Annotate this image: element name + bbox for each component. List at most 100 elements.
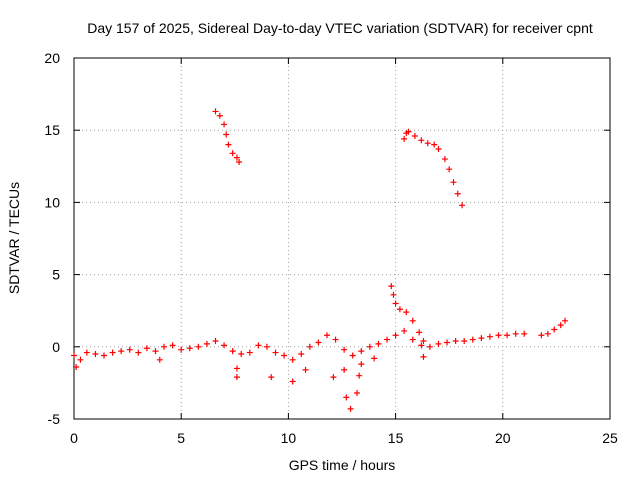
series-late-segment (538, 317, 568, 339)
chart-title: Day 157 of 2025, Sidereal Day-to-day VTE… (87, 20, 593, 36)
series-spike (388, 283, 427, 345)
data-point (178, 346, 185, 353)
data-point (401, 327, 408, 334)
data-point (229, 150, 236, 157)
data-point (561, 317, 568, 324)
data-point (212, 338, 219, 345)
data-point (435, 145, 442, 152)
data-point (486, 333, 493, 340)
data-point (454, 190, 461, 197)
data-point (255, 342, 262, 349)
data-point (83, 349, 90, 356)
data-point (504, 332, 511, 339)
data-point (152, 348, 159, 355)
data-point (233, 154, 240, 161)
data-point (73, 364, 80, 371)
data-point (426, 343, 433, 350)
data-point (281, 352, 288, 359)
data-point (409, 317, 416, 324)
data-point (459, 202, 466, 209)
data-point (156, 356, 163, 363)
data-point (512, 330, 519, 337)
data-marks (71, 108, 568, 412)
data-point (375, 340, 382, 347)
x-axis-label: GPS time / hours (289, 457, 396, 473)
data-point (77, 356, 84, 363)
data-point (216, 112, 223, 119)
data-point (469, 336, 476, 343)
data-point (302, 366, 309, 373)
data-point (229, 348, 236, 355)
data-point (409, 336, 416, 343)
data-point (390, 291, 397, 298)
data-point (289, 356, 296, 363)
data-point (118, 348, 125, 355)
data-point (135, 349, 142, 356)
data-point (225, 141, 232, 148)
data-point (126, 346, 133, 353)
data-point (161, 343, 168, 350)
data-point (268, 374, 275, 381)
data-point (236, 158, 243, 165)
data-point (446, 166, 453, 173)
data-point (392, 300, 399, 307)
data-point (358, 361, 365, 368)
data-point (101, 352, 108, 359)
data-point (233, 374, 240, 381)
data-point (323, 332, 330, 339)
data-point (71, 352, 77, 359)
data-point (431, 141, 438, 148)
data-point (349, 352, 356, 359)
data-point (203, 340, 210, 347)
y-tick-label: 5 (52, 267, 60, 283)
data-point (461, 338, 468, 345)
data-point (371, 355, 378, 362)
data-point (557, 322, 564, 329)
x-tick-label: 5 (177, 430, 185, 446)
data-point (143, 345, 150, 352)
data-point (366, 343, 373, 350)
data-point (384, 336, 391, 343)
data-point (109, 349, 116, 356)
data-point (341, 366, 348, 373)
y-tick-labels: -5 0 5 10 15 20 (44, 50, 60, 427)
data-point (330, 374, 337, 381)
data-point (263, 343, 270, 350)
data-point (358, 348, 365, 355)
x-tick-label: 20 (495, 430, 511, 446)
data-point (544, 330, 551, 337)
data-point (420, 338, 427, 345)
data-point (306, 343, 313, 350)
data-point (223, 131, 230, 138)
data-point (551, 326, 558, 333)
data-point (403, 309, 410, 316)
data-point (246, 349, 253, 356)
data-point (478, 335, 485, 342)
data-point (411, 132, 418, 139)
data-point (315, 339, 322, 346)
data-point (521, 330, 528, 337)
series-high-arc-B (401, 128, 466, 209)
data-point (356, 372, 363, 379)
data-point (418, 137, 425, 144)
series-dips (73, 353, 427, 412)
x-tick-label: 10 (281, 430, 297, 446)
data-point (169, 342, 176, 349)
data-point (195, 343, 202, 350)
plot-frame (73, 57, 611, 420)
data-point (332, 336, 339, 343)
data-point (388, 283, 395, 290)
data-point (444, 339, 451, 346)
data-point (420, 353, 427, 360)
x-tick-label: 0 (70, 430, 78, 446)
data-point (416, 329, 423, 336)
data-point (221, 121, 228, 128)
data-point (405, 128, 412, 135)
series-baseline (71, 327, 528, 363)
data-point (298, 351, 305, 358)
data-point (424, 140, 431, 147)
data-point (341, 346, 348, 353)
data-point (392, 332, 399, 339)
grid (74, 58, 610, 419)
